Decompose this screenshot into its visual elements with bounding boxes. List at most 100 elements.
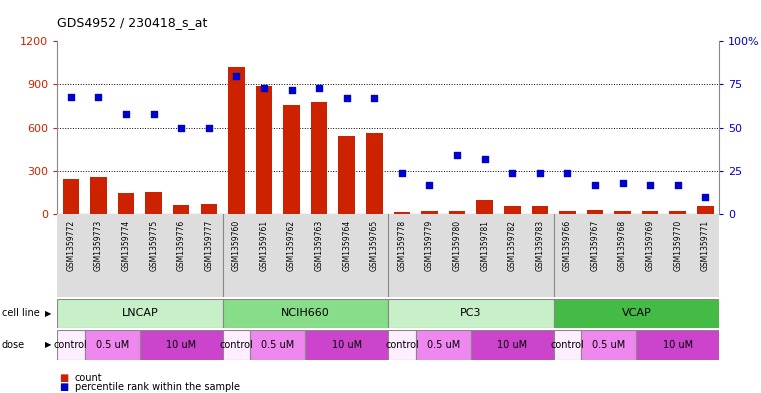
- Text: GSM1359768: GSM1359768: [618, 220, 627, 271]
- Text: dose: dose: [2, 340, 24, 350]
- Text: GSM1359765: GSM1359765: [370, 220, 379, 271]
- Text: GSM1359770: GSM1359770: [673, 220, 683, 271]
- Bar: [310, 102, 327, 214]
- Bar: [553, 299, 719, 328]
- Bar: [222, 330, 250, 360]
- Text: ■: ■: [59, 382, 68, 392]
- Text: ■: ■: [59, 373, 68, 383]
- Point: [92, 94, 104, 100]
- Bar: [587, 210, 603, 214]
- Point: [616, 180, 629, 186]
- Text: GSM1359780: GSM1359780: [453, 220, 462, 271]
- Text: cell line: cell line: [2, 309, 40, 318]
- Point: [285, 86, 298, 93]
- Bar: [416, 330, 471, 360]
- Bar: [250, 330, 305, 360]
- Bar: [140, 330, 222, 360]
- Point: [313, 85, 325, 91]
- Text: GSM1359767: GSM1359767: [591, 220, 600, 271]
- Point: [423, 182, 435, 188]
- Text: GSM1359772: GSM1359772: [66, 220, 75, 271]
- Bar: [614, 211, 631, 214]
- Text: GSM1359773: GSM1359773: [94, 220, 103, 271]
- Point: [533, 169, 546, 176]
- Bar: [256, 86, 272, 214]
- Bar: [559, 211, 575, 214]
- Text: percentile rank within the sample: percentile rank within the sample: [75, 382, 240, 392]
- Point: [202, 125, 215, 131]
- Text: control: control: [54, 340, 88, 350]
- Text: control: control: [219, 340, 253, 350]
- Bar: [697, 206, 714, 214]
- Bar: [57, 330, 84, 360]
- Text: GSM1359762: GSM1359762: [287, 220, 296, 271]
- Text: LNCAP: LNCAP: [122, 309, 158, 318]
- Bar: [200, 204, 217, 214]
- Point: [120, 111, 132, 117]
- Text: 0.5 uM: 0.5 uM: [427, 340, 460, 350]
- Bar: [393, 212, 410, 214]
- Bar: [471, 330, 553, 360]
- Text: 10 uM: 10 uM: [166, 340, 196, 350]
- Text: GSM1359771: GSM1359771: [701, 220, 710, 271]
- Bar: [636, 330, 719, 360]
- Bar: [62, 179, 79, 214]
- Text: GSM1359783: GSM1359783: [535, 220, 544, 271]
- Bar: [642, 211, 658, 214]
- Text: 10 uM: 10 uM: [663, 340, 693, 350]
- Text: ▶: ▶: [45, 340, 52, 349]
- Text: GSM1359769: GSM1359769: [645, 220, 654, 271]
- Bar: [283, 105, 300, 214]
- Text: 0.5 uM: 0.5 uM: [592, 340, 626, 350]
- Text: GSM1359779: GSM1359779: [425, 220, 434, 271]
- Text: 10 uM: 10 uM: [497, 340, 527, 350]
- Bar: [57, 299, 222, 328]
- Point: [672, 182, 684, 188]
- Bar: [531, 206, 548, 214]
- Point: [231, 73, 243, 79]
- Bar: [388, 299, 553, 328]
- Bar: [90, 178, 107, 214]
- Bar: [504, 206, 521, 214]
- Bar: [84, 330, 140, 360]
- Bar: [222, 299, 388, 328]
- Point: [589, 182, 601, 188]
- Point: [699, 194, 712, 200]
- Text: control: control: [550, 340, 584, 350]
- Text: control: control: [385, 340, 419, 350]
- Text: GSM1359774: GSM1359774: [122, 220, 131, 271]
- Point: [506, 169, 518, 176]
- Text: GSM1359761: GSM1359761: [260, 220, 269, 271]
- Bar: [228, 67, 244, 214]
- Text: GSM1359778: GSM1359778: [397, 220, 406, 271]
- Text: NCIH660: NCIH660: [281, 309, 330, 318]
- Bar: [173, 205, 189, 214]
- Bar: [581, 330, 636, 360]
- Bar: [388, 330, 416, 360]
- Text: GSM1359777: GSM1359777: [204, 220, 213, 271]
- Bar: [476, 200, 493, 214]
- Point: [396, 169, 408, 176]
- Text: 10 uM: 10 uM: [332, 340, 361, 350]
- Text: GSM1359776: GSM1359776: [177, 220, 186, 271]
- Point: [258, 85, 270, 91]
- Bar: [553, 330, 581, 360]
- Text: GSM1359781: GSM1359781: [480, 220, 489, 271]
- Text: GSM1359766: GSM1359766: [563, 220, 572, 271]
- Point: [175, 125, 187, 131]
- Bar: [145, 192, 162, 214]
- Point: [562, 169, 574, 176]
- Bar: [449, 211, 465, 214]
- Text: GDS4952 / 230418_s_at: GDS4952 / 230418_s_at: [57, 16, 208, 29]
- Bar: [366, 134, 383, 214]
- Bar: [421, 211, 438, 214]
- Bar: [339, 136, 355, 214]
- Point: [644, 182, 656, 188]
- Text: GSM1359760: GSM1359760: [232, 220, 241, 271]
- Text: GSM1359764: GSM1359764: [342, 220, 352, 271]
- Text: GSM1359763: GSM1359763: [314, 220, 323, 271]
- Text: VCAP: VCAP: [622, 309, 651, 318]
- Text: GSM1359782: GSM1359782: [508, 220, 517, 271]
- Text: GSM1359775: GSM1359775: [149, 220, 158, 271]
- Text: PC3: PC3: [460, 309, 482, 318]
